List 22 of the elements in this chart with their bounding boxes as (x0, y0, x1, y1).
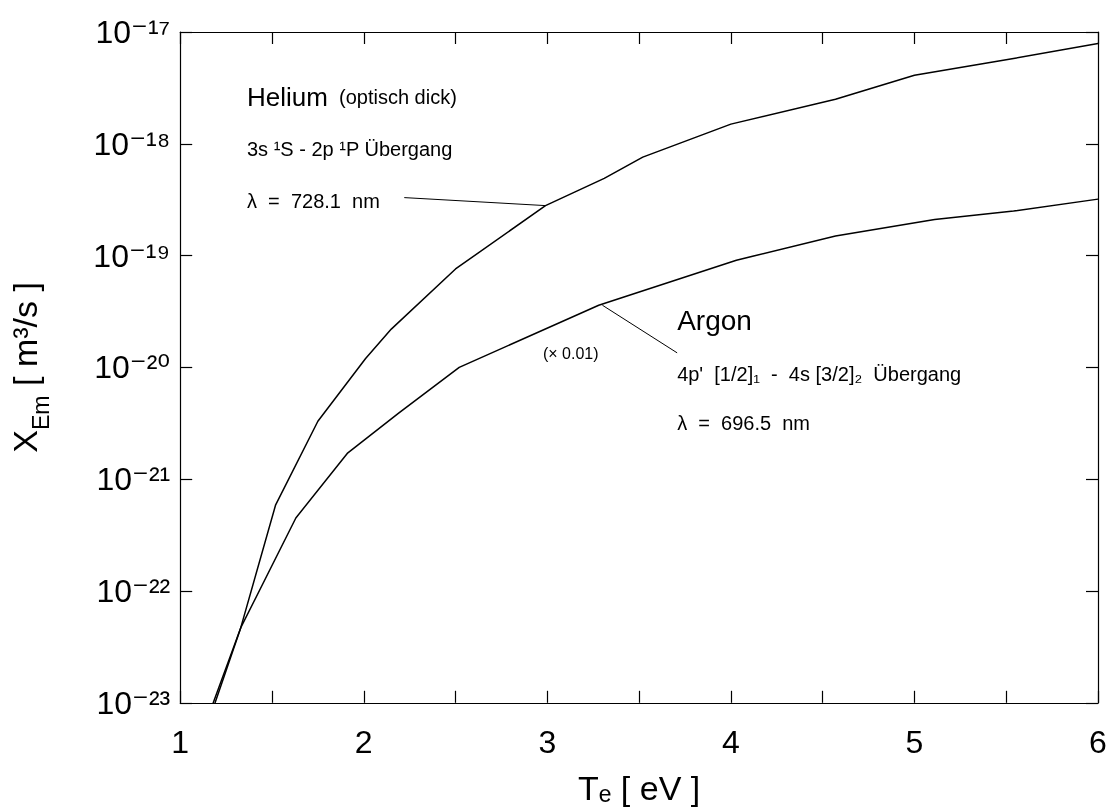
x-tick-label: 4 (721, 724, 740, 761)
x-tick-label: 1 (171, 724, 190, 761)
x-axis-title: Tₑ [ eV ] (577, 769, 701, 807)
y-tick-label: 10⁻¹⁷ (95, 14, 171, 50)
x-tick-label: 6 (1089, 724, 1107, 761)
y-axis-title: XEm [ m³/s ] (6, 282, 54, 453)
annotation: 4p' [1/2]₁ - 4s [3/2]₂ Übergang (677, 363, 962, 386)
x-tick-label: 2 (354, 724, 373, 761)
y-tick-label: 10⁻²⁰ (94, 349, 171, 386)
y-tick-label: 10⁻¹⁸ (93, 125, 171, 162)
annotation: 3s ¹S - 2p ¹P Übergang (247, 137, 453, 160)
y-tick-label: 10⁻²¹ (96, 461, 171, 498)
annotation: λ = 696.5 nm (677, 411, 810, 434)
y-tick-label: 10⁻²² (96, 573, 171, 609)
annotation: Helium (optisch dick) (247, 82, 457, 113)
x-tick-label: 3 (538, 724, 557, 761)
x-tick-label: 5 (905, 724, 924, 761)
annotation: (× 0.01) (543, 345, 599, 363)
annotation: Argon (677, 304, 752, 336)
y-tick-label: 10⁻²³ (96, 684, 171, 721)
annotation: λ = 728.1 nm (247, 190, 380, 213)
y-tick-label: 10⁻¹⁹ (93, 237, 171, 274)
